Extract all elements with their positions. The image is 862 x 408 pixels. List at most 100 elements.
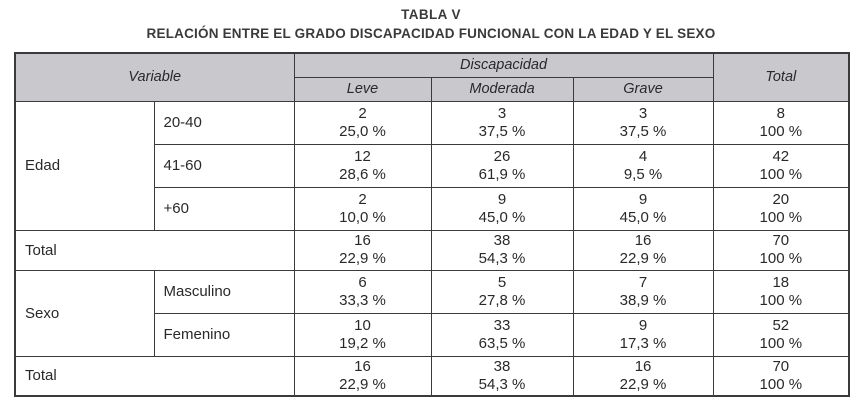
cell-count: 8 [776,104,785,122]
cell-count: 70 [772,232,790,249]
cell-moderada: 38 54,3 % [430,229,574,271]
cell-count: 12 [354,147,371,165]
cell-count: 18 [772,273,790,291]
cell-total: 70 100 % [712,229,850,271]
cell-count: 16 [634,232,652,249]
table-row-total-edad: Total 16 22,9 % 38 54,3 % 16 22,9 % 70 100 % [14,229,850,271]
cell-total: 8 100 % [712,100,850,145]
row-label: 20-40 [153,100,295,145]
cell-percent: 9,5 % [623,165,663,183]
cell-count: 20 [772,190,790,208]
table-header: Variable Discapacidad Total Leve Moderad… [14,52,850,102]
page-subtitle: RELACIÓN ENTRE EL GRADO DISCAPACIDAD FUN… [146,26,716,41]
table-body: Edad 20-40 2 25,0 % 3 37,5 % 3 37,5 % 8 100 … [14,100,850,397]
cell-percent: 61,9 % [478,165,526,183]
row-label-total: Total [14,355,295,397]
header-discapacidad: Discapacidad [293,52,714,78]
table-row-edad-20-40: Edad 20-40 2 25,0 % 3 37,5 % 3 37,5 % 8 100 … [14,100,850,231]
cell-count: 16 [634,357,652,375]
cell-count: 16 [354,232,371,249]
cell-percent: 45,0 % [619,208,667,226]
cell-grave: 9 45,0 % [572,186,714,231]
cell-grave: 7 38,9 % [572,269,714,314]
table-row-sexo-femenino: Femenino 10 19,2 % 33 63,5 % 9 17,3 % 52 100… [15,312,850,357]
cell-moderada: 26 61,9 % [430,143,574,188]
header-moderada: Moderada [430,76,574,102]
cell-total: 20 100 % [712,186,850,231]
table-row-total-sexo: Total 16 22,9 % 38 54,3 % 16 22,9 % 70 100 % [14,355,850,397]
cell-percent: 100 % [759,375,803,393]
cell-percent: 27,8 % [478,291,526,309]
cell-percent: 37,5 % [478,122,526,140]
header-grave: Grave [572,76,714,102]
row-label: 41-60 [153,143,295,188]
cell-percent: 100 % [759,250,803,267]
cell-count: 3 [497,104,507,122]
cell-percent: 63,5 % [478,334,526,352]
cell-moderada: 3 37,5 % [430,100,574,145]
cell-leve: 12 28,6 % [293,143,432,188]
cell-percent: 10,0 % [339,208,386,226]
cell-percent: 45,0 % [478,208,526,226]
cell-percent: 22,9 % [339,375,386,393]
cell-count: 52 [772,316,790,334]
cell-leve: 2 10,0 % [293,186,432,231]
cell-grave: 4 9,5 % [572,143,714,188]
row-label: Femenino [153,312,295,357]
cell-count: 3 [638,104,648,122]
cell-leve: 16 22,9 % [293,229,432,271]
cell-count: 16 [354,357,371,375]
row-group-edad: Edad [14,100,155,231]
cell-leve: 2 25,0 % [293,100,432,145]
cell-moderada: 9 45,0 % [430,186,574,231]
cell-percent: 37,5 % [619,122,667,140]
row-label: +60 [153,186,295,231]
row-label-total: Total [14,229,295,271]
cell-count: 9 [497,190,507,208]
table-row-sexo-masculino: Sexo Masculino 6 33,3 % 5 27,8 % 7 38,9 % 1… [14,269,850,357]
cell-count: 33 [493,316,511,334]
cell-count: 9 [638,190,648,208]
cell-percent: 100 % [759,165,803,183]
cell-grave: 16 22,9 % [572,355,714,397]
header-variable: Variable [14,52,295,102]
cell-total: 18 100 % [712,269,850,314]
cell-percent: 54,3 % [478,375,526,393]
cell-percent: 33,3 % [339,291,386,309]
cell-count: 7 [638,273,648,291]
cell-percent: 19,2 % [339,334,386,352]
cell-percent: 25,0 % [339,122,386,140]
cell-count: 70 [772,357,790,375]
cell-count: 26 [493,147,511,165]
row-group-sexo: Sexo [14,269,155,357]
cell-grave: 9 17,3 % [572,312,714,357]
cell-count: 2 [358,190,367,208]
cell-grave: 3 37,5 % [572,100,714,145]
header-leve: Leve [293,76,432,102]
cell-total: 42 100 % [712,143,850,188]
header-total: Total [712,52,850,102]
cell-percent: 100 % [759,122,803,140]
cell-count: 42 [772,147,790,165]
cell-count: 6 [358,273,367,291]
cell-percent: 22,9 % [619,250,667,267]
cell-count: 9 [638,316,648,334]
cell-percent: 22,9 % [339,250,386,267]
cell-percent: 22,9 % [619,375,667,393]
cell-percent: 54,3 % [478,250,526,267]
cell-percent: 100 % [759,208,803,226]
cell-percent: 38,9 % [619,291,667,309]
page-title: TABLA V [401,7,461,22]
cell-percent: 100 % [759,334,803,352]
cell-count: 38 [493,232,511,249]
cell-count: 4 [638,147,648,165]
header-row-1: Variable Discapacidad Total [14,52,850,102]
cell-total: 70 100 % [712,355,850,397]
cell-count: 2 [358,104,367,122]
cell-leve: 16 22,9 % [293,355,432,397]
table-row-edad-60plus: +60 2 10,0 % 9 45,0 % 9 45,0 % 20 100 % [15,186,850,231]
header-row-2: Leve Moderada Grave [15,76,849,102]
cell-moderada: 38 54,3 % [430,355,574,397]
cell-leve: 10 19,2 % [293,312,432,357]
